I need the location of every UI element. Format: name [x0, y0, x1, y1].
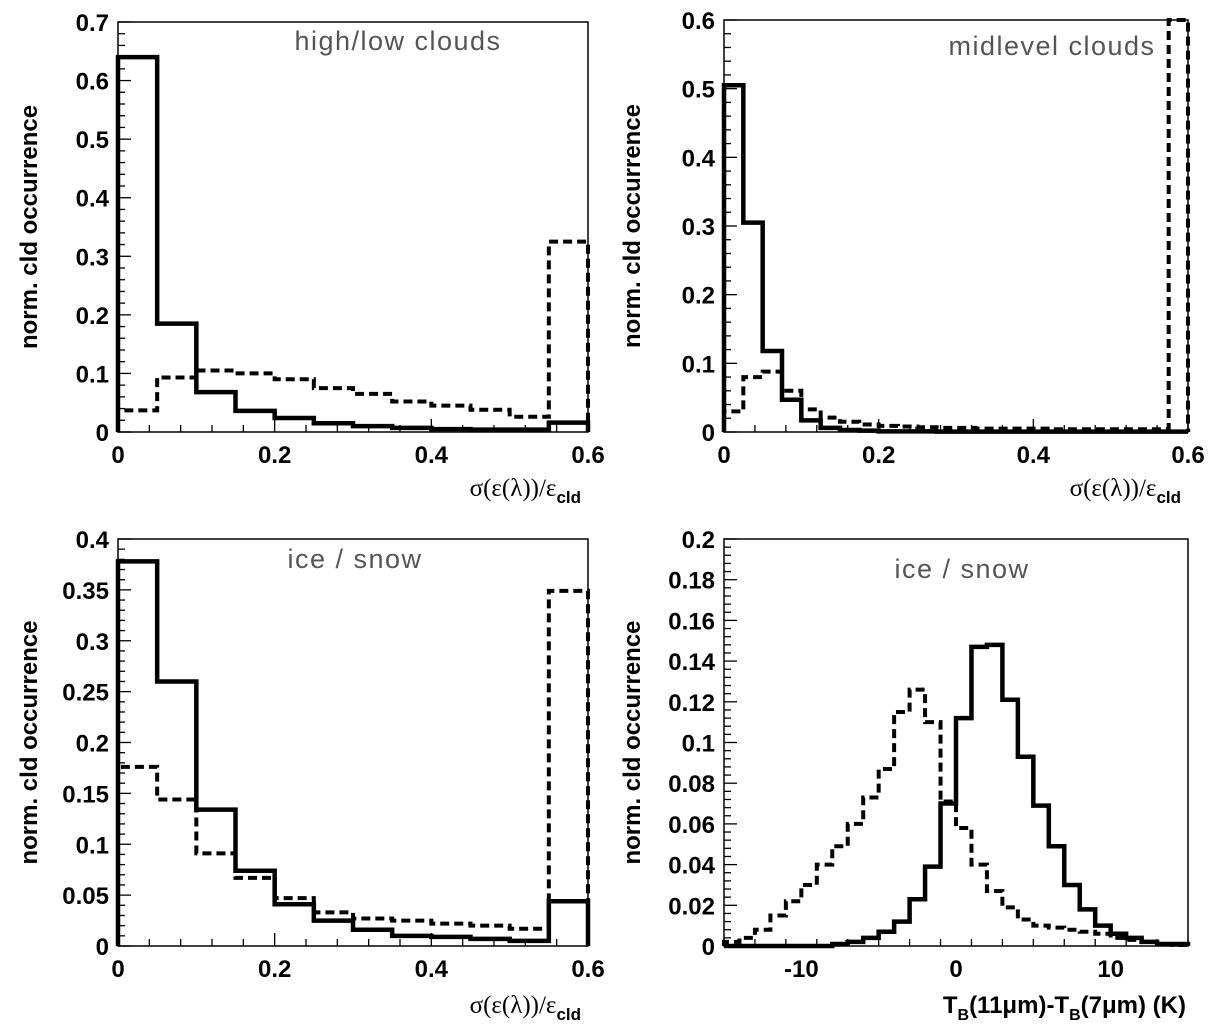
y-tick-label: 0.04	[668, 853, 715, 880]
x-tick-label: 0.2	[258, 956, 291, 983]
x-axis-label: σ(ε(λ))/εcld	[470, 475, 581, 507]
chart-panel-4: 0 0.02 0.04 0.06 0.08 0.1 0.12 0.14 0.16 0.18 0.2 -…	[619, 527, 1191, 1024]
chart-panel-1: 0 0.1 0.2 0.3 0.4 0.5 0.6 0.7 0 0.2 0.4 0.6 norm. cl…	[16, 10, 605, 507]
y-axis-label: norm. cld occurrence	[16, 105, 43, 349]
histogram-solid-series	[724, 642, 1191, 949]
y-tick-label: 0.4	[682, 145, 716, 172]
y-tick-label: 0.12	[668, 690, 715, 717]
y-axis-label: norm. cld occurrence	[16, 620, 43, 864]
y-tick-label: 0.3	[76, 244, 109, 271]
y-tick-label: 0.18	[668, 568, 715, 595]
y-tick-label: 0.25	[62, 680, 109, 707]
y-tick-label: 0	[702, 420, 715, 447]
y-tick-label: 0.4	[76, 186, 110, 213]
chart-panel-3: 0 0.05 0.1 0.15 0.2 0.25 0.3 0.35 0.4 0 0.2 0.4 0.6 n…	[16, 527, 605, 1024]
y-tick-label: 0.3	[682, 214, 715, 241]
y-tick-label: 0.35	[62, 578, 109, 605]
x-tick-label: -10	[784, 956, 819, 983]
y-tick-label: 0	[96, 934, 109, 961]
y-tick-label: 0.6	[76, 69, 109, 96]
x-tick-label: 0	[949, 956, 962, 983]
x-tick-label: 0.2	[258, 442, 291, 469]
x-tick-label: 0	[717, 442, 730, 469]
y-tick-label: 0.14	[668, 649, 715, 676]
plot-frame	[117, 538, 589, 947]
y-tick-label: 0.5	[682, 77, 715, 104]
x-tick-label: 0.4	[415, 442, 449, 469]
chart-panel-2: 0 0.1 0.2 0.3 0.4 0.5 0.6 0 0.2 0.4 0.6 norm. cld o…	[619, 8, 1205, 507]
y-axis-label: norm. cld occurrence	[619, 104, 646, 348]
y-tick-label: 0.05	[62, 883, 109, 910]
y-tick-label: 0.2	[682, 283, 715, 310]
histogram-dashed-series	[722, 687, 1190, 947]
plot-frame	[723, 19, 1189, 433]
x-axis-label: σ(ε(λ))/εcld	[1070, 475, 1181, 507]
y-tick-label: 0.2	[76, 731, 109, 758]
y-axis-label: norm. cld occurrence	[619, 620, 646, 864]
histogram-solid-series	[721, 82, 1191, 434]
y-tick-label: 0.1	[76, 361, 109, 388]
panel-annotation: high/low clouds	[294, 26, 501, 56]
histogram-solid-series	[115, 559, 591, 946]
y-tick-label: 0	[96, 420, 109, 447]
y-tick-label: 0.7	[76, 10, 109, 37]
histogram-dashed-series	[116, 239, 590, 432]
y-tick-label: 0.2	[76, 303, 109, 330]
panel-annotation: ice / snow	[894, 554, 1029, 584]
x-tick-label: 0.2	[862, 442, 895, 469]
plot-frame	[117, 21, 589, 433]
x-tick-label: 0	[111, 442, 124, 469]
y-tick-label: 0.1	[76, 832, 109, 859]
y-tick-label: 0.16	[668, 608, 715, 635]
y-tick-label: 0.06	[668, 812, 715, 839]
histogram-dashed-series	[722, 18, 1190, 432]
x-tick-label: 0	[111, 956, 124, 983]
panel-annotation: ice / snow	[287, 544, 422, 574]
y-tick-label: 0.1	[682, 351, 715, 378]
y-tick-label: 0.4	[76, 527, 110, 554]
x-tick-label: 0.4	[1017, 442, 1051, 469]
panel-annotation: midlevel clouds	[948, 31, 1155, 61]
x-tick-label: 0.6	[571, 442, 604, 469]
y-tick-label: 0	[702, 934, 715, 961]
x-tick-label: 10	[1097, 956, 1124, 983]
x-tick-label: 0.6	[571, 956, 604, 983]
y-tick-label: 0.5	[76, 127, 109, 154]
x-tick-label: 0.6	[1171, 442, 1204, 469]
y-tick-label: 0.6	[682, 8, 715, 35]
y-tick-label: 0.08	[668, 771, 715, 798]
x-axis-label: TB(11μm)-TB(7μm) (K)	[943, 992, 1186, 1024]
y-tick-label: 0.3	[76, 629, 109, 656]
y-tick-label: 0.15	[62, 781, 109, 808]
x-tick-label: 0.4	[415, 956, 449, 983]
x-axis-label: σ(ε(λ))/εcld	[470, 992, 581, 1024]
y-tick-label: 0.1	[682, 731, 715, 758]
histogram-solid-series	[115, 54, 591, 432]
y-tick-label: 0.02	[668, 893, 715, 920]
histogram-dashed-series	[116, 588, 590, 946]
y-tick-label: 0.2	[682, 527, 715, 554]
